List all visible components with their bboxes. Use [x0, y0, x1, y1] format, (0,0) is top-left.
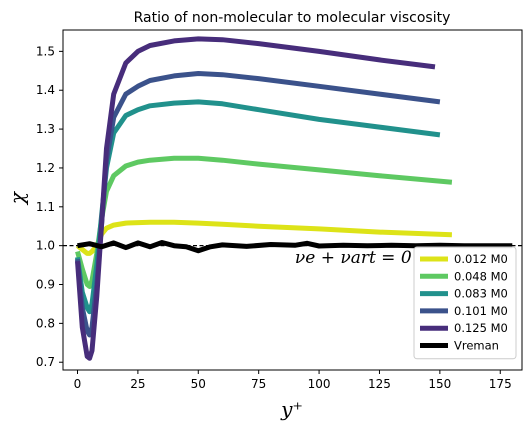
- legend-label: 0.125 M0: [454, 321, 508, 335]
- x-tick-label: 125: [368, 377, 391, 391]
- series-line: [75, 219, 452, 256]
- y-tick-label: 1.2: [36, 161, 55, 175]
- annotation-nu-zero: νe + νart = 0: [295, 248, 412, 268]
- y-tick-label: 1.0: [36, 239, 55, 253]
- y-tick-label: 1.3: [36, 122, 55, 136]
- legend-label: 0.048 M0: [454, 269, 508, 283]
- x-tick-label: 0: [74, 377, 82, 391]
- x-tick-label: 50: [191, 377, 206, 391]
- plot-content: [63, 36, 522, 361]
- legend: 0.012 M0 0.048 M0 0.083 M0 0.101 M0 0.125 M0…: [413, 246, 517, 360]
- chart-title: Ratio of non-molecular to molecular visc…: [134, 10, 451, 26]
- y-tick-label: 0.7: [36, 355, 55, 369]
- y-axis-label: χ: [5, 190, 29, 206]
- plot-area: [62, 29, 523, 371]
- legend-label: 0.083 M0: [454, 287, 508, 301]
- y-tick-label: 0.8: [36, 316, 55, 330]
- legend-label: Vreman: [454, 339, 499, 353]
- series-line: [75, 155, 453, 289]
- y-tick-label: 1.4: [36, 83, 55, 97]
- y-tick-label: 0.9: [36, 278, 55, 292]
- x-axis-label: y⁺: [280, 397, 303, 421]
- series-line: [75, 36, 436, 361]
- series-line: [75, 99, 441, 315]
- x-tick-label: 175: [489, 377, 512, 391]
- axis-ticks: 0 25 50 75 100 125 150 175 0.7 0.8 0.9 1.0 1.1 1.2 1.3…: [36, 44, 512, 391]
- x-tick-label: 150: [428, 377, 451, 391]
- y-tick-label: 1.5: [36, 44, 55, 58]
- y-tick-label: 1.1: [36, 200, 55, 214]
- x-tick-label: 75: [251, 377, 266, 391]
- legend-label: 0.012 M0: [454, 252, 508, 266]
- x-tick-label: 100: [308, 377, 331, 391]
- series-line: [75, 71, 441, 338]
- legend-label: 0.101 M0: [454, 304, 508, 318]
- x-tick-label: 25: [130, 377, 145, 391]
